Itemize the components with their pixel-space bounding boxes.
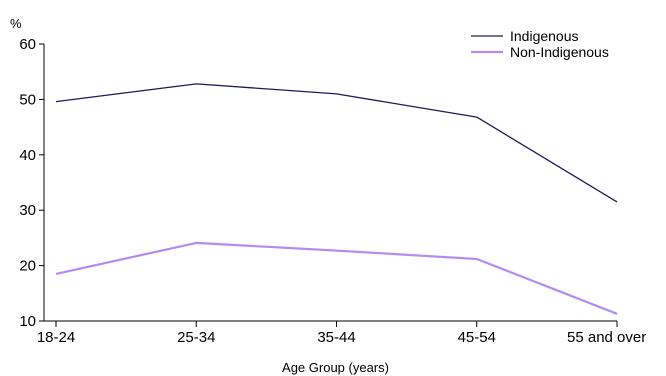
x-tick-label: 18-24 xyxy=(37,329,75,346)
x-axis-title: Age Group (years) xyxy=(282,360,389,375)
y-tick-label: 40 xyxy=(19,147,36,164)
y-tick-label: 50 xyxy=(19,91,36,108)
y-tick-label: 60 xyxy=(19,36,36,53)
x-tick-label: 45-54 xyxy=(458,329,496,346)
y-tick-label: 30 xyxy=(19,202,36,219)
axes xyxy=(43,44,617,322)
legend-label-1: Non-Indigenous xyxy=(510,44,609,60)
series-line-1 xyxy=(55,241,618,315)
series-line-0 xyxy=(55,83,618,203)
series-lines xyxy=(55,83,618,315)
x-tick-label: 55 and over xyxy=(567,329,646,346)
y-tick-label: 10 xyxy=(19,313,36,330)
y-axis-unit-label: % xyxy=(10,16,22,31)
ticks: 10 20 30 40 50 60 18-24 25-34 35-44 45-54 55 and o… xyxy=(19,36,646,346)
legend-label-0: Indigenous xyxy=(510,28,579,44)
x-tick-label: 35-44 xyxy=(317,329,355,346)
x-tick-label: 25-34 xyxy=(177,329,215,346)
y-tick-label: 20 xyxy=(19,258,36,275)
